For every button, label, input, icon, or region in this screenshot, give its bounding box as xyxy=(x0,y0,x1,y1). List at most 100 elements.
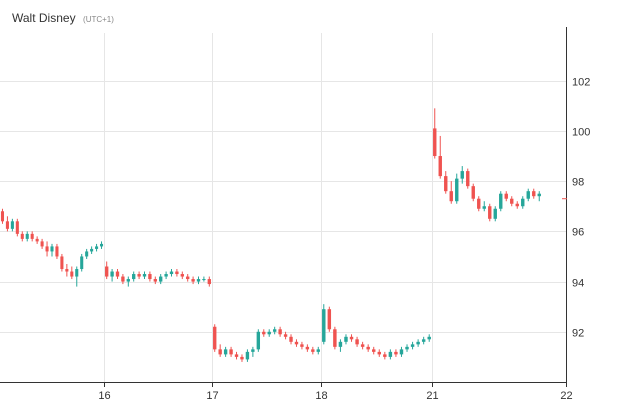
candle xyxy=(272,326,277,335)
x-tick-label: 21 xyxy=(426,390,438,402)
candle-body xyxy=(115,271,120,277)
x-tick-label: 18 xyxy=(315,390,327,402)
candle-body xyxy=(0,211,5,222)
candle-body xyxy=(272,329,277,332)
candle-body xyxy=(449,191,453,202)
candle xyxy=(372,346,376,355)
candle-body xyxy=(344,336,348,342)
candle-body xyxy=(110,271,114,277)
candle xyxy=(0,208,5,224)
candle-body xyxy=(30,233,34,239)
candle-body xyxy=(15,221,19,234)
candle-body xyxy=(75,269,79,277)
candle xyxy=(322,304,326,345)
candle-body xyxy=(377,351,381,355)
candle-body xyxy=(5,221,9,229)
candle xyxy=(294,339,299,347)
candle-body xyxy=(300,344,304,347)
candle-body xyxy=(355,339,359,345)
candle xyxy=(366,344,370,352)
candle-body xyxy=(327,309,332,330)
candle-body xyxy=(95,246,99,249)
candle-body xyxy=(289,336,293,342)
candle xyxy=(349,334,354,342)
candle-body xyxy=(45,246,49,252)
candle-body xyxy=(504,193,508,199)
candle xyxy=(504,191,508,202)
candle xyxy=(80,253,84,272)
candle xyxy=(126,276,130,287)
chart-header: Walt Disney (UTC+1) xyxy=(12,9,114,27)
candle xyxy=(262,329,266,337)
candle-body xyxy=(349,336,354,340)
candle-body xyxy=(251,349,255,352)
x-tick-label: 17 xyxy=(206,390,218,402)
candle xyxy=(515,201,519,209)
candle xyxy=(300,341,304,350)
candle-body xyxy=(444,176,448,192)
candle xyxy=(399,346,404,357)
candle xyxy=(444,171,448,194)
candle xyxy=(137,271,141,280)
candle xyxy=(488,203,492,222)
candle-body xyxy=(405,346,409,350)
candle-body xyxy=(526,191,530,199)
candle xyxy=(60,253,64,272)
y-tick-label: 92 xyxy=(572,328,584,340)
candle-body xyxy=(283,334,288,337)
candle xyxy=(394,349,398,357)
chart-title: Walt Disney xyxy=(12,11,76,25)
candle xyxy=(438,135,442,179)
candle-body xyxy=(433,128,437,157)
candle-body xyxy=(532,191,536,197)
candle-body xyxy=(25,233,29,239)
candle-body xyxy=(191,279,195,282)
candle-body xyxy=(164,274,168,277)
candle-body xyxy=(278,329,282,335)
candle-body xyxy=(40,241,44,247)
candle xyxy=(5,216,9,232)
candle xyxy=(433,108,437,159)
candle-body xyxy=(399,349,404,355)
candle-body xyxy=(121,276,125,282)
candle-body xyxy=(510,198,514,204)
candle-body xyxy=(20,233,24,239)
candle xyxy=(65,263,69,277)
candle-body xyxy=(169,271,174,275)
candle-body xyxy=(256,331,261,350)
candle xyxy=(405,344,409,352)
candle xyxy=(218,344,222,357)
candle xyxy=(75,266,79,287)
candle xyxy=(234,351,239,360)
candle xyxy=(202,276,206,282)
gridlines xyxy=(0,33,567,382)
candle xyxy=(180,271,184,280)
candle-body xyxy=(10,221,14,229)
candle xyxy=(105,261,109,280)
candle xyxy=(383,351,387,360)
candle-body xyxy=(142,274,147,277)
candle xyxy=(159,274,163,285)
candle xyxy=(526,188,530,202)
candle-body xyxy=(416,341,420,345)
candle xyxy=(153,276,157,285)
candle xyxy=(333,326,337,350)
candle-body xyxy=(311,349,315,352)
candle-body xyxy=(316,349,320,352)
candle xyxy=(455,173,459,204)
candle xyxy=(256,329,261,352)
candle xyxy=(477,196,481,212)
candle xyxy=(55,243,59,259)
candle xyxy=(311,346,315,355)
candle xyxy=(521,196,525,209)
y-tick-label: 98 xyxy=(572,177,584,189)
candle-body xyxy=(488,206,492,219)
candle xyxy=(427,334,431,342)
candle xyxy=(95,243,99,252)
candle xyxy=(142,271,147,280)
candle-body xyxy=(234,354,239,357)
x-tick-label: 22 xyxy=(560,390,572,402)
candles xyxy=(0,108,541,362)
candle-body xyxy=(537,193,541,197)
